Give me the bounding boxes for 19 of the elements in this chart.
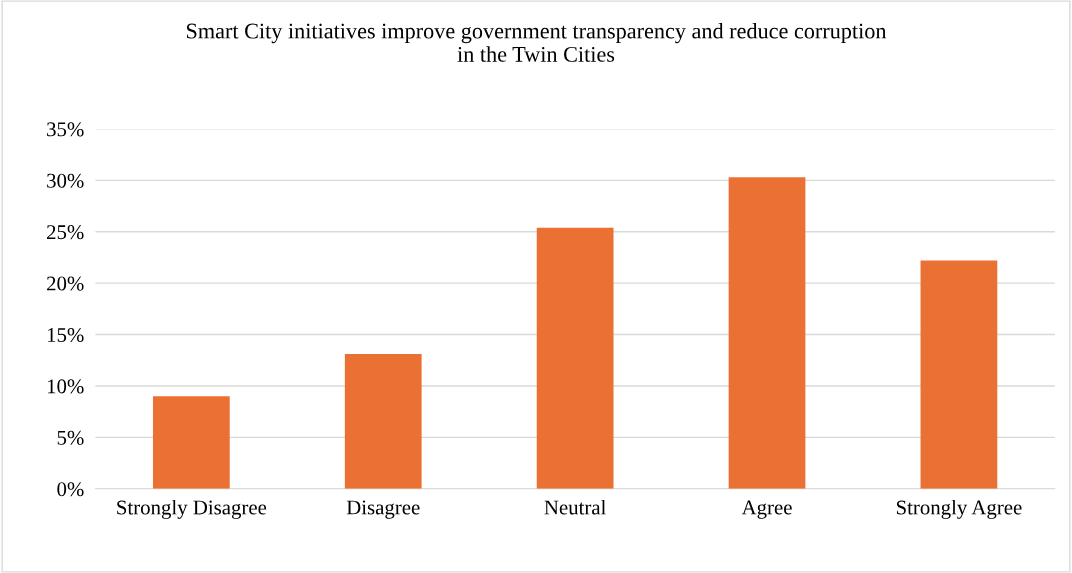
y-tick-label: 10% xyxy=(47,379,84,394)
x-tick-label: Strongly Agree xyxy=(896,499,1022,519)
x-tick-label: Neutral xyxy=(544,499,606,515)
y-tick-label: 15% xyxy=(47,327,84,343)
y-tick-label: 5% xyxy=(57,430,84,445)
bar xyxy=(152,396,230,489)
y-tick-label: 30% xyxy=(47,173,84,188)
y-tick-label: 0% xyxy=(57,482,84,497)
bar xyxy=(536,227,614,489)
bar xyxy=(920,260,998,489)
bar xyxy=(344,354,422,489)
chart-title: Smart City initiatives improve government transparency and reduce corruption in the Twin Cities xyxy=(186,22,887,62)
bar xyxy=(728,177,806,489)
y-tick-label: 20% xyxy=(47,276,84,291)
x-tick-label: Agree xyxy=(741,500,792,519)
y-tick-label: 35% xyxy=(47,122,84,137)
x-tick-label: Disagree xyxy=(346,500,420,519)
x-tick-label: Strongly Disagree xyxy=(117,499,267,519)
y-tick-label: 25% xyxy=(47,225,84,240)
